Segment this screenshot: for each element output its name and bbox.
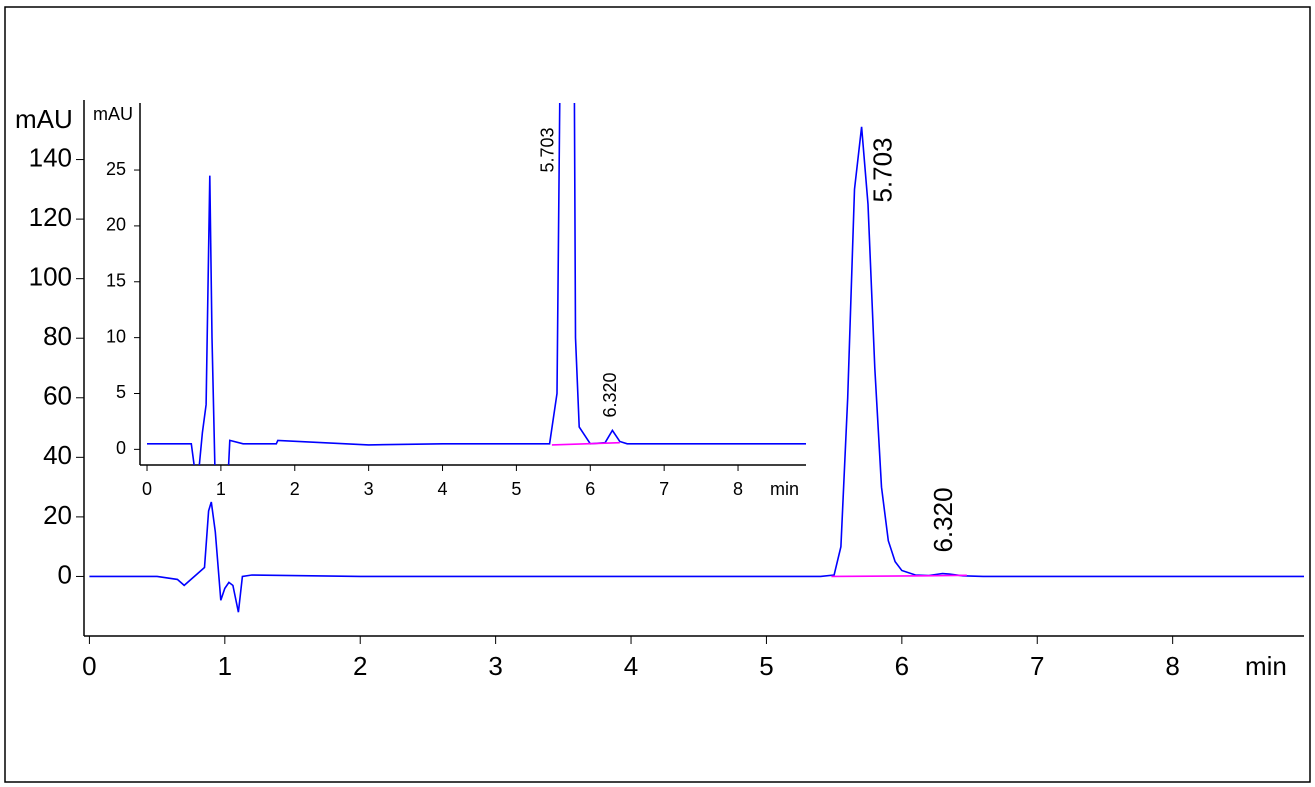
integration-baseline [831, 574, 967, 578]
x-tick-label: 7 [659, 479, 669, 499]
y-tick-label: 10 [106, 326, 126, 346]
x-axis-label: min [1245, 651, 1287, 681]
x-tick-label: 1 [216, 479, 226, 499]
integration-baseline [551, 441, 620, 446]
y-tick-label: 20 [43, 500, 72, 530]
x-tick-label: 4 [624, 651, 638, 681]
x-tick-label: 5 [511, 479, 521, 499]
y-tick-label: 0 [116, 438, 126, 458]
inset-background [140, 103, 806, 465]
y-tick-label: 60 [43, 381, 72, 411]
x-tick-label: 6 [895, 651, 909, 681]
x-tick-label: 4 [438, 479, 448, 499]
y-tick-label: 100 [29, 262, 72, 292]
x-tick-label: 3 [364, 479, 374, 499]
y-tick-label: 120 [29, 202, 72, 232]
peak-label: 5.703 [867, 137, 897, 202]
x-tick-label: 6 [585, 479, 595, 499]
y-tick-label: 80 [43, 321, 72, 351]
y-axis-label: mAU [93, 104, 133, 124]
chart-panel: 0 5 10 15 20 25 0 1 2 3 4 5 6 7 8 mAU min 5.703 6.320 [93, 103, 806, 499]
x-tick-label: 3 [488, 651, 502, 681]
y-axis-label: mAU [15, 104, 73, 134]
x-tick-label: 1 [218, 651, 232, 681]
x-tick-label: 8 [733, 479, 743, 499]
y-tick-label: 25 [106, 159, 126, 179]
y-tick-label: 15 [106, 271, 126, 291]
y-tick-label: 140 [29, 142, 72, 172]
x-tick-label: 2 [290, 479, 300, 499]
x-tick-label: 0 [82, 651, 96, 681]
y-tick-label: 40 [43, 440, 72, 470]
x-tick-label: 0 [142, 479, 152, 499]
y-tick-label: 5 [116, 382, 126, 402]
x-tick-label: 2 [353, 651, 367, 681]
x-tick-label: 8 [1165, 651, 1179, 681]
x-axis-label: min [770, 479, 799, 499]
y-tick-label: 20 [106, 215, 126, 235]
peak-label: 6.320 [928, 487, 958, 552]
x-tick-label: 5 [759, 651, 773, 681]
peak-label: 5.703 [538, 127, 558, 172]
peak-label: 6.320 [600, 372, 620, 417]
x-tick-label: 7 [1030, 651, 1044, 681]
y-tick-label: 0 [58, 559, 72, 589]
